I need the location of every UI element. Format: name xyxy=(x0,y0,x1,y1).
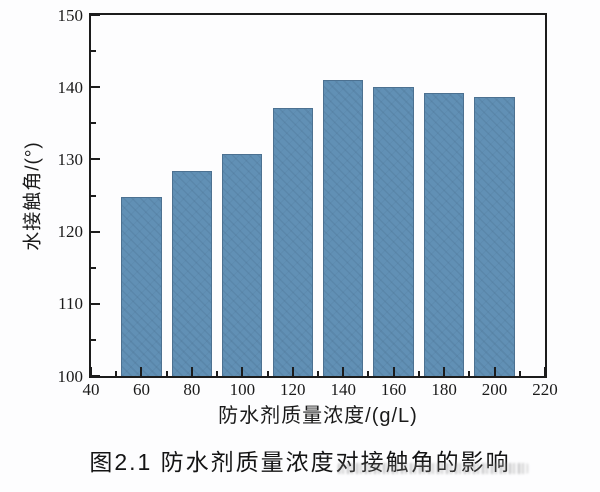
x-tick-label: 60 xyxy=(132,380,150,399)
y-tick-label: 130 xyxy=(57,149,84,169)
y-tick xyxy=(91,122,96,125)
x-tick xyxy=(417,371,420,376)
bar-180 xyxy=(423,92,465,376)
y-tick xyxy=(91,266,96,269)
bar-60 xyxy=(121,196,162,376)
x-tick-label: 120 xyxy=(280,380,306,399)
x-tick xyxy=(90,367,92,376)
plot-area xyxy=(90,14,546,377)
y-tick xyxy=(91,14,100,16)
y-tick xyxy=(91,302,100,305)
x-tick-label: 160 xyxy=(380,380,407,399)
y-tick xyxy=(91,375,100,377)
x-tick-label: 200 xyxy=(481,380,508,399)
x-tick xyxy=(241,367,244,376)
y-tick-label: 120 xyxy=(57,222,84,242)
bar-160 xyxy=(373,87,414,376)
x-tick-label: 140 xyxy=(330,380,356,399)
y-tick-label: 150 xyxy=(57,5,84,25)
x-tick xyxy=(342,367,345,376)
y-tick xyxy=(91,158,100,161)
x-tick xyxy=(266,371,269,376)
x-tick xyxy=(544,367,546,376)
x-tick xyxy=(392,367,395,376)
y-tick-label: 100 xyxy=(57,366,84,386)
x-tick xyxy=(216,371,219,376)
y-axis-label: 水接触角/(°) xyxy=(22,141,44,251)
bar-100 xyxy=(222,153,263,376)
y-tick-label: 140 xyxy=(57,77,84,97)
bar-140 xyxy=(323,79,364,376)
x-tick xyxy=(115,371,118,376)
x-tick xyxy=(518,371,521,376)
bar-80 xyxy=(171,170,213,376)
x-tick-label: 40 xyxy=(82,380,100,399)
watermark xyxy=(338,463,528,474)
bar-120 xyxy=(272,108,313,376)
y-tick xyxy=(91,230,100,233)
x-tick xyxy=(493,367,496,376)
x-tick-label: 100 xyxy=(229,380,256,399)
x-tick xyxy=(468,371,471,376)
x-tick xyxy=(165,371,168,376)
figure-caption: 图2.1 防水剂质量浓度对接触角的影响 xyxy=(89,449,511,475)
x-tick-label: 220 xyxy=(532,380,558,399)
y-tick-label: 110 xyxy=(58,294,83,314)
x-tick xyxy=(367,371,370,376)
x-tick xyxy=(190,367,193,376)
x-tick xyxy=(140,367,143,376)
bar-200 xyxy=(474,97,515,376)
y-tick xyxy=(91,86,100,89)
y-tick xyxy=(91,194,96,197)
x-axis-label: 防水剂质量浓度/(g/L) xyxy=(218,405,418,427)
y-tick xyxy=(91,50,96,53)
x-tick-label: 80 xyxy=(183,380,201,399)
x-tick xyxy=(443,367,446,376)
x-tick xyxy=(317,371,319,376)
x-tick-label: 180 xyxy=(431,380,457,399)
y-tick xyxy=(91,338,96,341)
x-tick xyxy=(291,367,294,376)
